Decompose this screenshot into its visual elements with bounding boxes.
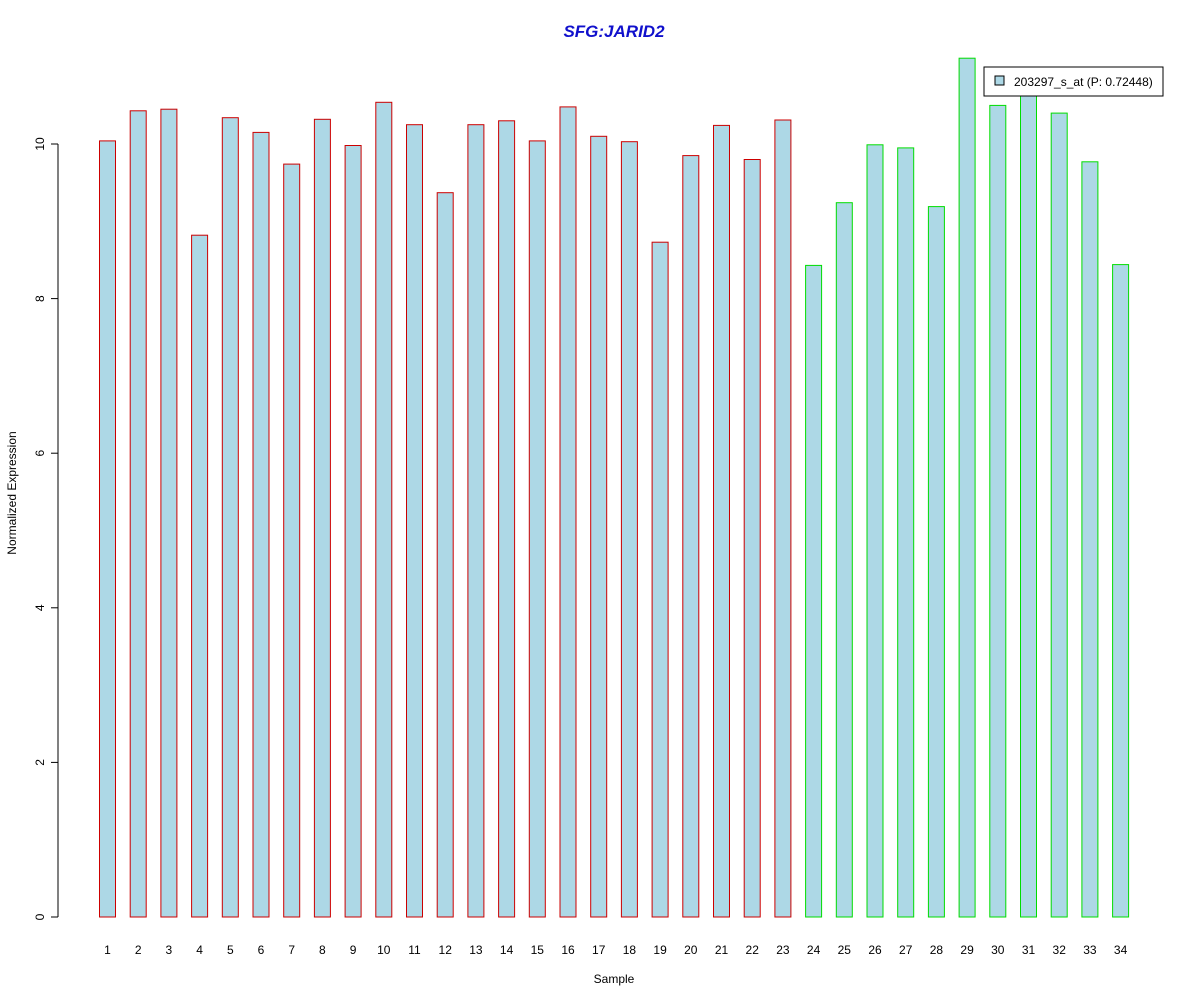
y-axis: 0 2 4 6 8 10 — [33, 137, 59, 920]
bar-sample-18 — [620, 141, 638, 918]
x-axis-tick-label: 4 — [196, 943, 203, 957]
y-axis-label: Normalized Expression — [5, 431, 19, 554]
x-axis-tick-label: 3 — [166, 943, 173, 957]
x-axis-tick-label: 34 — [1114, 943, 1128, 957]
x-axis-tick-label: 30 — [991, 943, 1005, 957]
bar-sample-15 — [528, 140, 546, 918]
bar-sample-2 — [129, 110, 147, 918]
x-axis-tick-label: 17 — [592, 943, 606, 957]
x-axis-tick-label: 28 — [930, 943, 944, 957]
x-axis-tick-label: 27 — [899, 943, 913, 957]
x-axis-tick-label: 2 — [135, 943, 142, 957]
bar-sample-1 — [99, 140, 116, 918]
bar-sample-4 — [191, 234, 209, 918]
legend-box — [983, 66, 1164, 97]
bar-sample-23 — [774, 119, 792, 918]
x-axis-tick-label: 18 — [623, 943, 637, 957]
bar-sample-20 — [682, 155, 700, 918]
x-axis-tick-label: 1 — [104, 943, 111, 957]
x-axis-tick-label: 32 — [1053, 943, 1067, 957]
bars — [99, 57, 1130, 918]
x-axis-tick-label: 21 — [715, 943, 729, 957]
x-axis-tick-label: 15 — [531, 943, 545, 957]
bar-sample-9 — [344, 145, 362, 918]
y-axis-tick-label: 4 — [33, 604, 47, 611]
x-axis-tick-label: 31 — [1022, 943, 1036, 957]
x-axis-tick-label: 8 — [319, 943, 326, 957]
bar-sample-24 — [805, 264, 823, 918]
bar-sample-31 — [1020, 93, 1037, 918]
x-axis-tick-label: 6 — [258, 943, 265, 957]
bar-sample-30 — [989, 104, 1007, 918]
bar-sample-27 — [897, 147, 915, 918]
x-axis-tick-label: 10 — [377, 943, 391, 957]
bar-sample-3 — [160, 108, 178, 918]
bar-sample-33 — [1081, 161, 1099, 918]
legend-label: 203297_s_at (P: 0.72448) — [1014, 75, 1153, 89]
y-axis-tick-label: 6 — [33, 450, 47, 457]
x-axis-tick-labels: 1 2 3 4 5 6 7 8 9 10 11 12 13 14 15 16 17 18 19 20 21 22 23 24 2… — [104, 943, 1127, 957]
x-axis-tick-label: 7 — [288, 943, 295, 957]
bar-sample-5 — [221, 117, 239, 918]
legend: 203297_s_at (P: 0.72448) — [983, 66, 1164, 97]
bar-sample-7 — [283, 163, 301, 918]
legend-swatch — [994, 75, 1005, 86]
bar-sample-16 — [559, 106, 577, 918]
y-axis-tick-label: 2 — [33, 759, 47, 766]
x-axis-tick-label: 9 — [350, 943, 357, 957]
x-axis-tick-label: 23 — [776, 943, 790, 957]
x-axis-tick-label: 22 — [746, 943, 760, 957]
bar-sample-12 — [436, 192, 454, 918]
x-axis-tick-label: 13 — [469, 943, 483, 957]
chart-title: SFG:JARID2 — [563, 22, 665, 41]
x-axis-tick-label: 24 — [807, 943, 821, 957]
x-axis-tick-label: 25 — [838, 943, 852, 957]
x-axis-tick-label: 11 — [408, 943, 421, 957]
bar-sample-22 — [743, 159, 761, 918]
y-axis-tick-label: 0 — [33, 913, 47, 920]
y-axis-tick-label: 10 — [33, 137, 47, 151]
x-axis-tick-label: 14 — [500, 943, 514, 957]
bar-sample-8 — [313, 118, 331, 918]
bar-sample-17 — [590, 135, 608, 918]
x-axis-tick-label: 19 — [653, 943, 667, 957]
x-axis-tick-label: 26 — [868, 943, 882, 957]
y-axis-tick-label: 8 — [33, 295, 47, 302]
x-axis-tick-label: 20 — [684, 943, 698, 957]
x-axis-tick-label: 29 — [960, 943, 974, 957]
bar-sample-29 — [958, 57, 976, 918]
bar-sample-19 — [651, 241, 669, 918]
bar-sample-34 — [1112, 264, 1130, 918]
bar-sample-6 — [252, 131, 270, 918]
bar-sample-28 — [927, 206, 945, 918]
bar-sample-26 — [866, 144, 884, 918]
bar-sample-21 — [713, 124, 730, 918]
x-axis-label: Sample — [594, 972, 635, 986]
bar-sample-25 — [835, 202, 853, 918]
x-axis-tick-label: 16 — [561, 943, 575, 957]
x-axis-tick-label: 12 — [439, 943, 453, 957]
bar-sample-10 — [375, 101, 393, 918]
x-axis-tick-label: 5 — [227, 943, 234, 957]
bar-sample-11 — [406, 124, 423, 918]
bar-sample-32 — [1050, 112, 1068, 918]
x-axis-tick-label: 33 — [1083, 943, 1097, 957]
bar-sample-14 — [498, 120, 516, 918]
bar-sample-13 — [467, 124, 485, 918]
